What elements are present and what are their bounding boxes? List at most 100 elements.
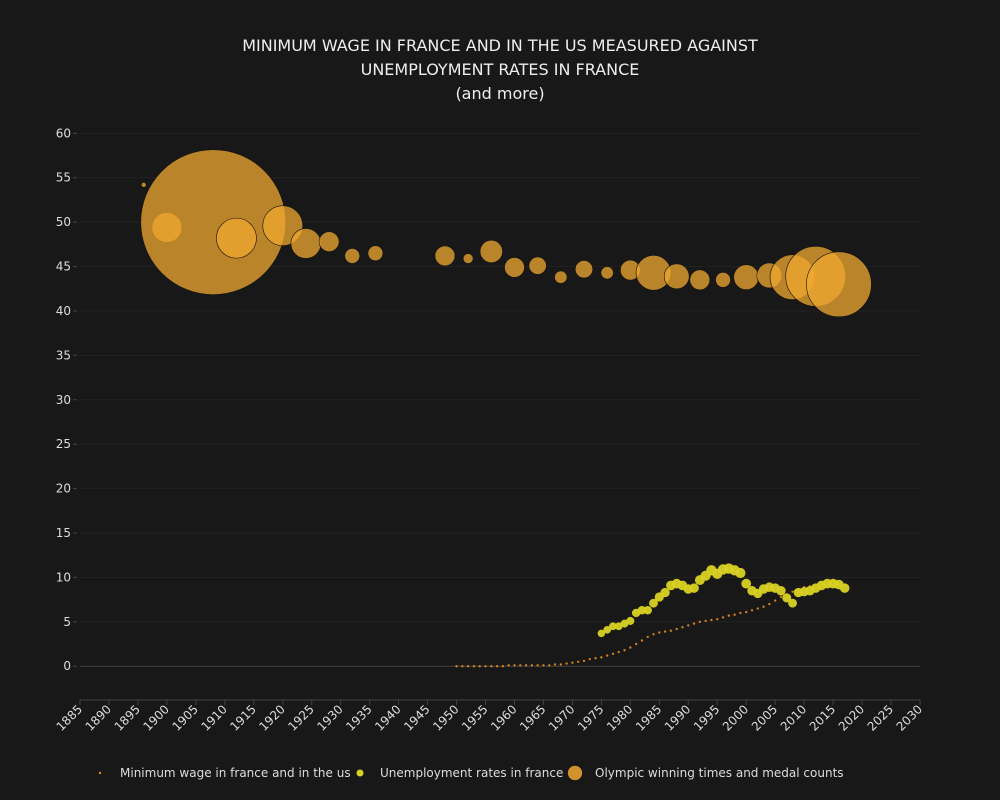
data-point[interactable] [216,217,257,259]
data-point[interactable] [675,627,678,631]
data-point[interactable] [634,642,638,646]
data-point[interactable] [727,614,731,617]
data-point[interactable] [649,598,658,608]
data-point[interactable] [484,665,487,668]
data-point[interactable] [611,652,615,656]
data-point[interactable] [776,586,786,596]
data-point[interactable] [773,599,777,602]
data-point[interactable] [542,664,545,667]
data-point[interactable] [344,248,361,264]
data-point[interactable] [658,631,661,634]
data-point[interactable] [756,607,759,610]
data-point[interactable] [652,633,655,636]
data-point[interactable] [603,626,611,634]
data-point[interactable] [768,602,771,606]
legend[interactable]: Minimum wage in france and in the us Unem… [98,765,844,781]
data-point[interactable] [140,182,147,188]
data-point[interactable] [507,664,510,667]
data-point[interactable] [577,660,580,664]
data-point[interactable] [565,662,568,665]
data-point[interactable] [519,664,522,667]
data-point[interactable] [530,664,534,667]
data-point[interactable] [721,616,725,619]
data-point[interactable] [735,567,746,579]
data-point[interactable] [715,272,731,288]
data-point[interactable] [733,613,736,616]
data-point[interactable] [574,260,594,279]
data-point[interactable] [290,228,322,259]
data-point[interactable] [617,650,620,654]
data-point[interactable] [687,624,690,627]
data-point[interactable] [571,661,574,664]
legend-item-2[interactable]: Unemployment rates in france [356,766,564,780]
data-point[interactable] [466,665,470,668]
data-point[interactable] [782,593,792,603]
data-point[interactable] [600,266,614,280]
data-point[interactable] [788,598,797,608]
data-point[interactable] [559,663,563,666]
data-point[interactable] [698,620,702,624]
data-point[interactable] [501,665,505,668]
data-point[interactable] [609,622,617,631]
data-point[interactable] [689,583,699,593]
data-point[interactable] [495,665,499,668]
data-point[interactable] [554,270,568,284]
y-tick-label: 35 [56,348,71,362]
data-point[interactable] [745,610,748,614]
data-point[interactable] [490,665,493,668]
data-point[interactable] [646,635,649,639]
data-point[interactable] [663,630,667,633]
data-point[interactable] [681,625,684,629]
data-point[interactable] [600,656,603,659]
data-point[interactable] [582,659,586,663]
data-point[interactable] [548,664,551,667]
data-point[interactable] [472,665,476,668]
data-point[interactable] [623,649,626,652]
data-point[interactable] [779,595,783,599]
data-point[interactable] [528,256,547,275]
data-point[interactable] [692,622,696,625]
data-point[interactable] [536,664,539,667]
legend-item-1[interactable]: Minimum wage in france and in the us [98,766,351,780]
data-point[interactable] [455,665,458,668]
data-point[interactable] [710,618,713,622]
data-point[interactable] [605,654,609,657]
data-point[interactable] [806,251,872,318]
data-point[interactable] [597,629,606,638]
data-point[interactable] [524,664,528,667]
data-point[interactable] [739,611,742,615]
data-point[interactable] [669,629,673,632]
data-point[interactable] [741,578,752,589]
data-point[interactable] [689,269,711,291]
data-point[interactable] [839,583,850,593]
data-point[interactable] [643,606,652,615]
data-point[interactable] [504,257,525,278]
data-point[interactable] [663,263,690,290]
data-point[interactable] [461,665,464,668]
data-point[interactable] [762,605,765,608]
data-point[interactable] [462,253,474,264]
data-point[interactable] [640,639,644,642]
data-point[interactable] [553,663,557,666]
data-point[interactable] [318,231,340,252]
data-point[interactable] [513,664,516,667]
data-point[interactable] [791,590,794,593]
data-point[interactable] [434,245,456,267]
plot-area [140,149,872,668]
data-point[interactable] [733,264,760,291]
data-point[interactable] [594,657,597,660]
data-point[interactable] [660,587,670,598]
data-point[interactable] [750,609,754,612]
data-point[interactable] [629,646,632,649]
data-point[interactable] [704,619,707,623]
data-point[interactable] [626,616,635,625]
chart-title-line-1: MINIMUM WAGE IN FRANCE AND IN THE US MEA… [242,36,758,55]
data-point[interactable] [716,617,719,621]
data-point[interactable] [588,657,591,661]
data-point[interactable] [478,665,481,668]
data-point[interactable] [479,239,503,264]
data-point[interactable] [367,245,384,262]
legend-item-3[interactable]: Olympic winning times and medal counts [567,765,844,781]
y-tick-label: 60 [56,126,71,140]
